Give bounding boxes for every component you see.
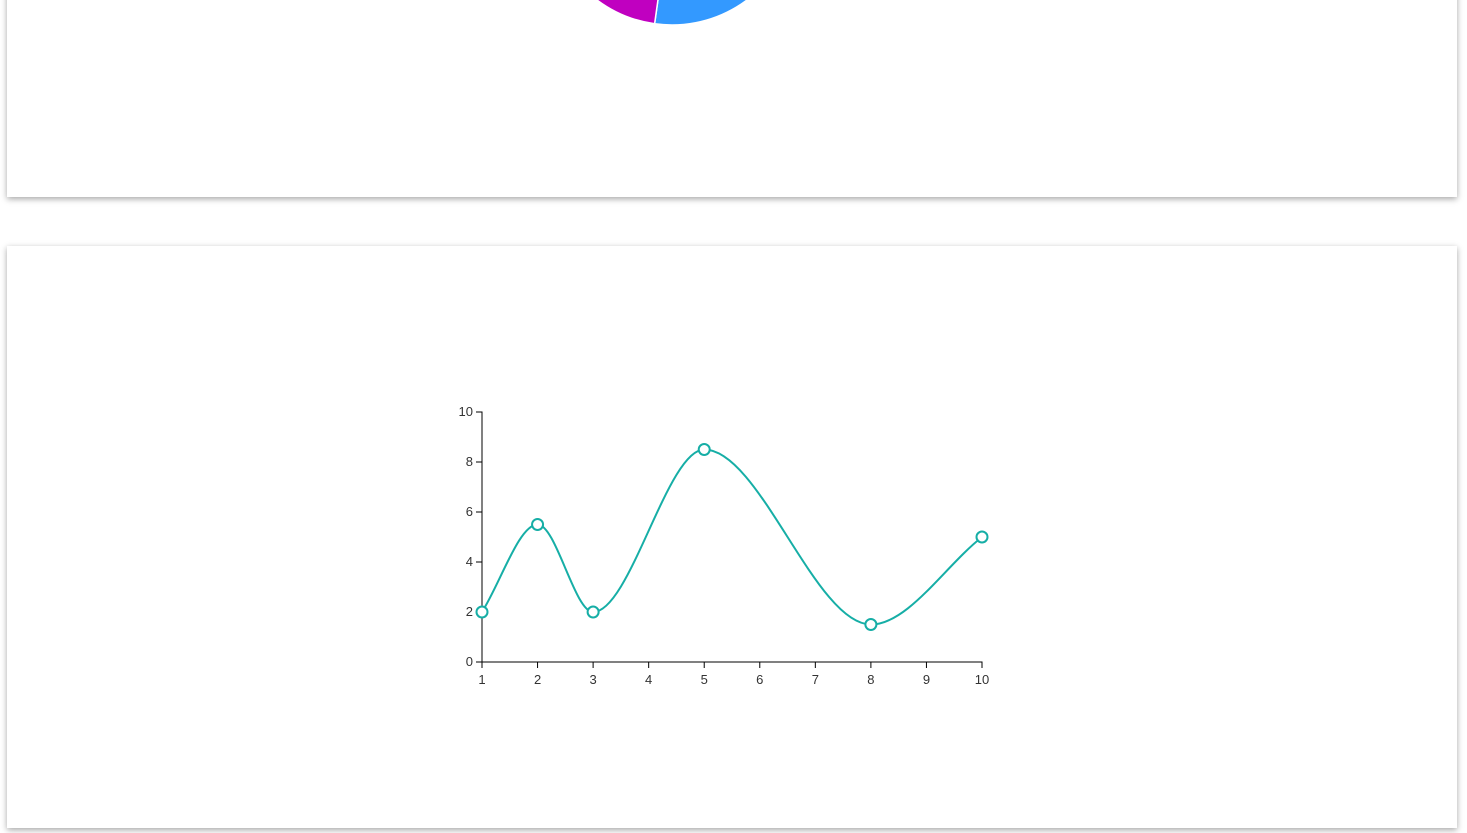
x-tick-label: 7 bbox=[812, 672, 819, 687]
y-tick-label: 2 bbox=[466, 604, 473, 619]
data-points bbox=[475, 443, 989, 631]
y-axis-line bbox=[476, 411, 483, 663]
series-line bbox=[481, 448, 983, 626]
x-tick-label: 6 bbox=[756, 672, 763, 687]
pie-slice-blue bbox=[653, 0, 749, 26]
data-point bbox=[697, 443, 711, 456]
x-tick-label: 9 bbox=[923, 672, 930, 687]
y-tick-label: 0 bbox=[466, 654, 473, 669]
x-tick-label: 2 bbox=[534, 672, 541, 687]
data-point bbox=[975, 530, 989, 544]
data-point bbox=[586, 605, 600, 619]
data-point bbox=[531, 518, 545, 531]
pie-slice-purple bbox=[595, 0, 659, 25]
y-axis: 0 2 4 6 8 10 bbox=[459, 404, 483, 669]
y-tick-label: 10 bbox=[459, 404, 473, 419]
x-axis: 1 2 3 4 5 6 7 8 9 10 bbox=[478, 661, 989, 687]
x-tick-label: 10 bbox=[975, 672, 989, 687]
y-tick-label: 4 bbox=[466, 554, 473, 569]
x-tick-label: 5 bbox=[701, 672, 708, 687]
pie-chart bbox=[595, 0, 749, 26]
x-tick-label: 4 bbox=[645, 672, 652, 687]
line-chart-card: 0 2 4 6 8 10 1 2 3 4 5 6 7 8 9 10 bbox=[7, 246, 1457, 828]
x-tick-label: 8 bbox=[867, 672, 874, 687]
pie-slices bbox=[595, 0, 749, 26]
pie-chart-card bbox=[7, 0, 1457, 197]
x-tick-label: 1 bbox=[478, 672, 485, 687]
y-tick-label: 8 bbox=[466, 454, 473, 469]
x-axis-line bbox=[481, 661, 983, 668]
y-tick-label: 6 bbox=[466, 504, 473, 519]
data-point bbox=[864, 618, 878, 631]
data-point bbox=[475, 605, 489, 619]
x-tick-label: 3 bbox=[589, 672, 596, 687]
